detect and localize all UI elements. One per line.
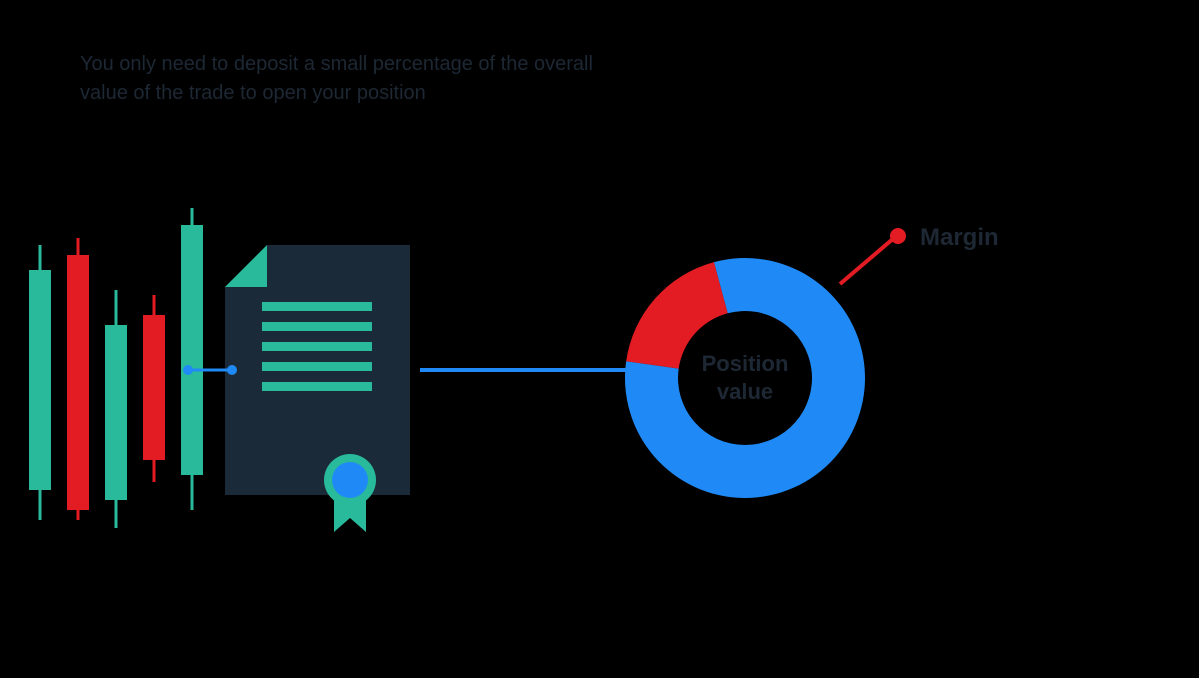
donut-center-line2: value xyxy=(717,379,773,404)
seal-inner xyxy=(332,462,368,498)
candlestick-body xyxy=(105,325,127,500)
document-line xyxy=(262,302,372,311)
donut-center-line1: Position xyxy=(702,351,789,376)
candlestick-body xyxy=(143,315,165,460)
candlestick-body xyxy=(29,270,51,490)
margin-label: Margin xyxy=(920,224,999,252)
donut-center-label: Position value xyxy=(685,350,805,405)
document-line xyxy=(262,362,372,371)
doc-connector-node xyxy=(183,365,193,375)
candlestick-body xyxy=(181,225,203,475)
document-line xyxy=(262,322,372,331)
margin-callout-dot xyxy=(890,228,906,244)
document-fold xyxy=(225,245,267,287)
margin-callout-line xyxy=(840,238,894,284)
document-line xyxy=(262,342,372,351)
doc-connector-node xyxy=(227,365,237,375)
description-text: You only need to deposit a small percent… xyxy=(80,50,610,108)
document-line xyxy=(262,382,372,391)
candlestick-body xyxy=(67,255,89,510)
infographic-canvas: You only need to deposit a small percent… xyxy=(0,0,1199,678)
